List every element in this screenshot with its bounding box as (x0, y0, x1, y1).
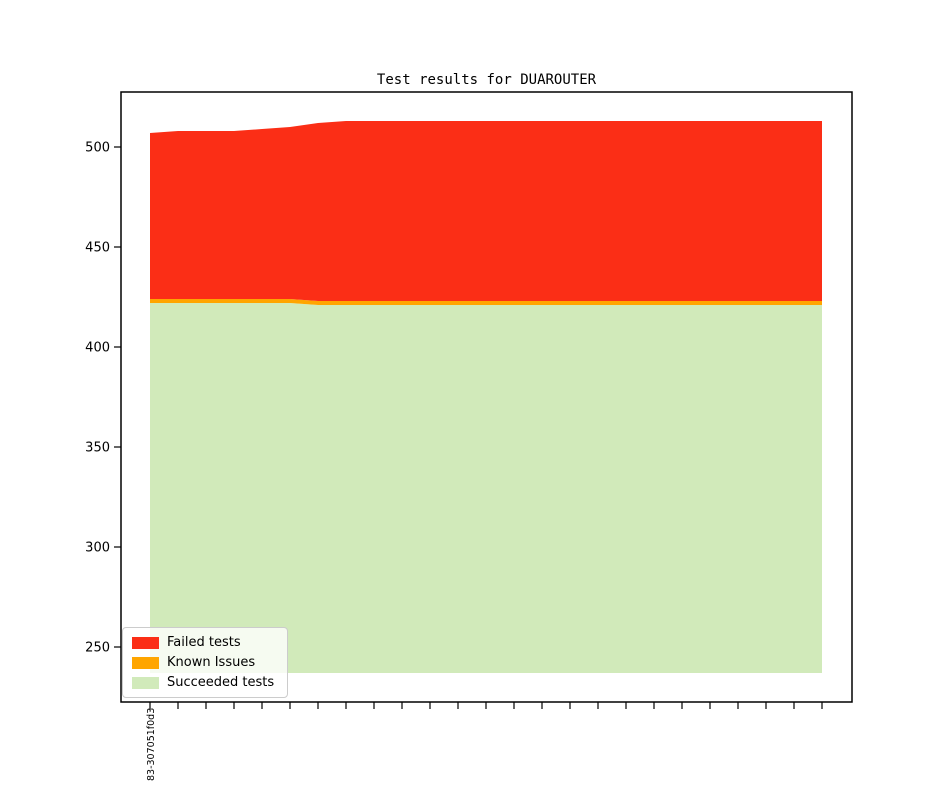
legend-item-failed: Failed tests (132, 635, 277, 650)
known-issues-area (150, 299, 822, 305)
y-tick-label: 350 (85, 441, 110, 456)
y-tick-label: 500 (85, 141, 110, 156)
y-tick-label: 450 (85, 241, 110, 256)
failed-tests-area (150, 121, 822, 301)
known-issues-swatch-icon (132, 656, 159, 669)
legend-label-succeeded: Succeeded tests (167, 675, 275, 690)
legend-label-known-issues: Known Issues (167, 655, 256, 670)
legend-box: Failed tests Known Issues Succeeded test… (122, 627, 288, 698)
y-tick-label: 250 (85, 641, 110, 656)
legend-label-failed: Failed tests (167, 635, 241, 650)
y-tick-label: 300 (85, 541, 110, 556)
chart-title: Test results for DUAROUTER (376, 72, 597, 88)
legend-item-succeeded: Succeeded tests (132, 675, 277, 690)
x-tick-label: 83-307051f0d3 (146, 708, 157, 781)
legend-item-known-issues: Known Issues (132, 655, 277, 670)
y-tick-label: 400 (85, 341, 110, 356)
succeeded-swatch-icon (132, 676, 159, 689)
failed-swatch-icon (132, 636, 159, 649)
succeeded-tests-area (150, 303, 822, 673)
